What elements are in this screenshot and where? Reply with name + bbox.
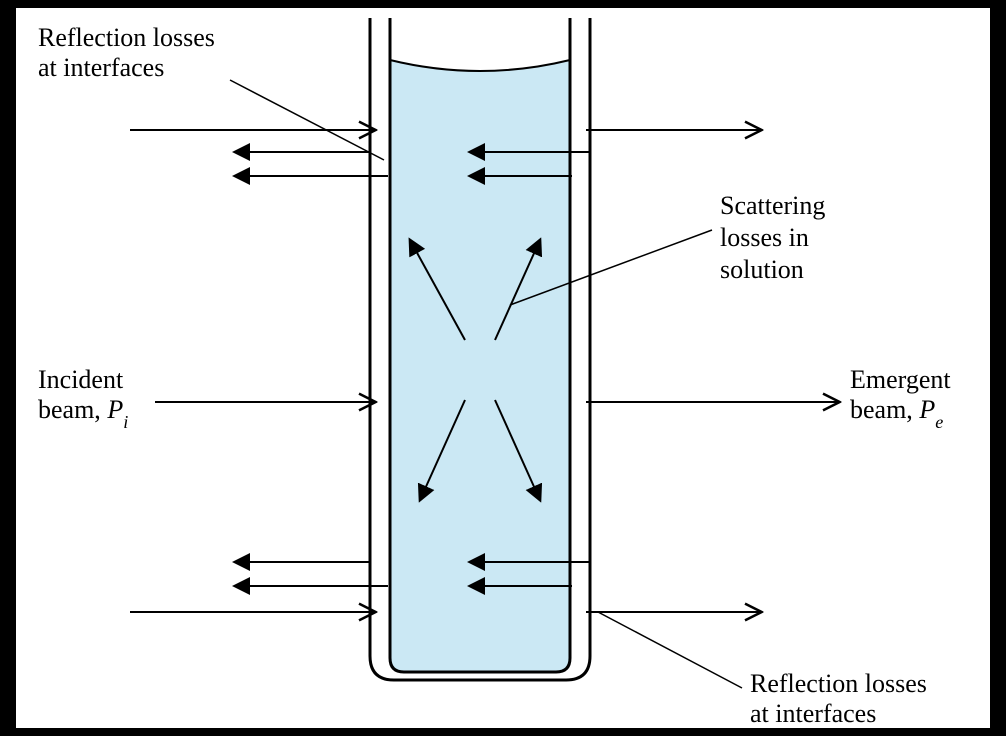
label-reflection-bottom-1: Reflection losses [750, 669, 927, 698]
label-reflection-top-2: at interfaces [38, 53, 164, 82]
label-scattering-2: losses in [720, 223, 809, 252]
label-scattering-3: solution [720, 255, 804, 284]
label-reflection-top-1: Reflection losses [38, 23, 215, 52]
label-reflection-bottom-2: at interfaces [750, 699, 876, 728]
label-scattering-1: Scattering [720, 191, 825, 220]
diagram-canvas: Reflection lossesat interfacesIncidentbe… [0, 0, 1006, 736]
label-incident-1: Incident [38, 365, 124, 394]
cuvette [370, 18, 590, 680]
label-emergent-1: Emergent [850, 365, 951, 394]
